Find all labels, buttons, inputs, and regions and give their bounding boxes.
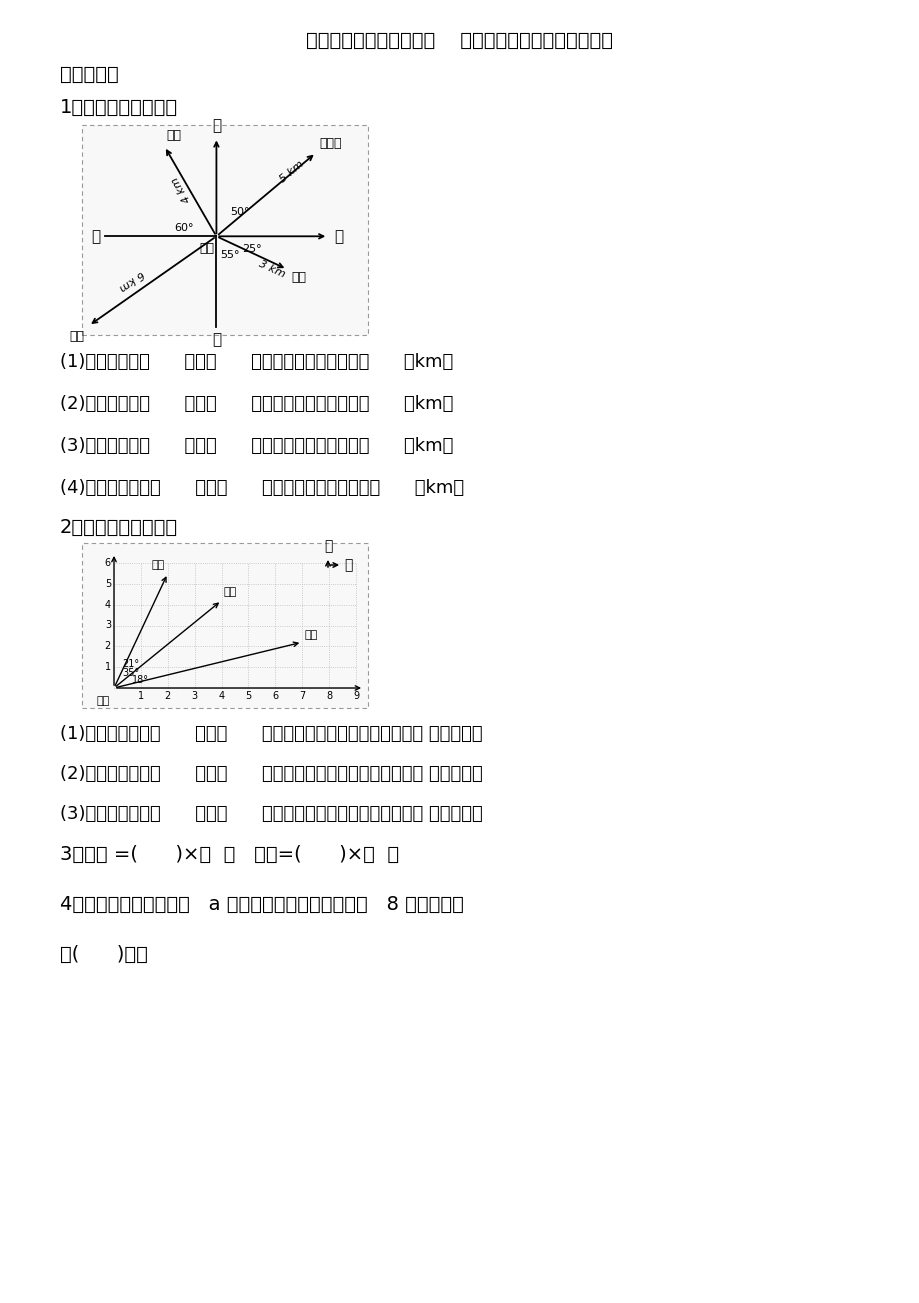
Text: 5 km: 5 km [278, 159, 306, 184]
Text: 2: 2 [165, 691, 171, 701]
Text: 1: 1 [138, 691, 143, 701]
Text: 5: 5 [105, 579, 111, 589]
Text: 3: 3 [191, 691, 198, 701]
Text: 西: 西 [91, 229, 100, 244]
Text: 55°: 55° [221, 250, 240, 261]
Text: 4．饮料店里，一杯咖啡   a 元，一杯果汁比一杯咖啡贵   8 元，一杯果: 4．饮料店里，一杯咖啡 a 元，一杯果汁比一杯咖啡贵 8 元，一杯果 [60, 895, 463, 913]
Text: 5: 5 [245, 691, 251, 701]
Text: 3．路程 =(      )×（  ）   总价=(      )×（  ）: 3．路程 =( )×（ ） 总价=( )×（ ） [60, 846, 399, 864]
Text: 汁(      )元。: 汁( )元。 [60, 945, 148, 964]
Text: 北师大版数学五年级下册    第六、七单元测试（基础卷）: 北师大版数学五年级下册 第六、七单元测试（基础卷） [306, 31, 613, 50]
Text: 6: 6 [272, 691, 278, 701]
Text: 21°: 21° [122, 659, 139, 668]
Text: 张兰: 张兰 [152, 560, 165, 571]
Text: 2．以小明为观测点。: 2．以小明为观测点。 [60, 519, 178, 537]
Text: 1．以邮局为观测点。: 1．以邮局为观测点。 [60, 98, 178, 117]
Text: 4: 4 [218, 691, 224, 701]
Text: 4: 4 [105, 599, 111, 610]
Text: 6: 6 [105, 558, 111, 568]
Text: 邮局: 邮局 [199, 242, 214, 255]
Text: 北: 北 [323, 539, 332, 552]
Text: (2)商场在邮局（      ）偏（      ）的方向上，距离邮局（      ）km。: (2)商场在邮局（ ）偏（ ）的方向上，距离邮局（ ）km。 [60, 395, 453, 413]
Text: 8: 8 [325, 691, 332, 701]
Text: 4 km: 4 km [170, 175, 192, 205]
Text: 东: 东 [344, 558, 352, 572]
Text: 9: 9 [353, 691, 358, 701]
Text: (4)电影院在邮局（      ）偏（      ）的方向上，距离邮局（      ）km。: (4)电影院在邮局（ ）偏（ ）的方向上，距离邮局（ ）km。 [60, 480, 463, 496]
Text: 3: 3 [105, 620, 111, 631]
Text: 6 km: 6 km [117, 268, 146, 293]
Text: (2)文文坐在小明（      ）偏（      ）的方向上，他的位置还可以用（ ）来表示。: (2)文文坐在小明（ ）偏（ ）的方向上，他的位置还可以用（ ）来表示。 [60, 765, 482, 783]
Text: 王强: 王强 [304, 631, 317, 640]
Text: 一、填空。: 一、填空。 [60, 65, 119, 83]
Text: 小明: 小明 [96, 696, 110, 706]
Text: 18°: 18° [131, 675, 149, 685]
Text: 50°: 50° [230, 207, 250, 218]
Text: 学校: 学校 [290, 271, 306, 284]
Text: 3 km: 3 km [257, 258, 287, 279]
Text: 南: 南 [211, 332, 221, 347]
Text: 1: 1 [105, 662, 111, 672]
Bar [82, 125, 368, 335]
Text: 35°: 35° [122, 668, 139, 678]
Text: 东: 东 [334, 229, 343, 244]
Text: 文文: 文文 [223, 588, 236, 598]
Text: 银行: 银行 [166, 129, 181, 142]
Text: (1)银行在邮局（      ）偏（      ）的方向上，距离邮局（      ）km。: (1)银行在邮局（ ）偏（ ）的方向上，距离邮局（ ）km。 [60, 353, 453, 371]
Text: 北: 北 [211, 117, 221, 133]
Text: (1)张兰坐在小明（      ）偏（      ）的方向上，她的位置还可以用（ ）来表示。: (1)张兰坐在小明（ ）偏（ ）的方向上，她的位置还可以用（ ）来表示。 [60, 724, 482, 743]
Bar [82, 543, 368, 708]
Text: 商场: 商场 [70, 330, 85, 343]
Text: 7: 7 [299, 691, 305, 701]
Text: (3)王强坐在小明（      ）偏（      ）的方向上，他的位置还可以用（ ）来表示。: (3)王强坐在小明（ ）偏（ ）的方向上，他的位置还可以用（ ）来表示。 [60, 805, 482, 823]
Text: 2: 2 [105, 641, 111, 652]
Text: 25°: 25° [243, 244, 262, 254]
Text: 60°: 60° [175, 223, 194, 233]
Text: 电影院: 电影院 [319, 137, 341, 150]
Text: (3)学校在邮局（      ）偏（      ）的方向上，距离邮局（      ）km。: (3)学校在邮局（ ）偏（ ）的方向上，距离邮局（ ）km。 [60, 437, 453, 455]
